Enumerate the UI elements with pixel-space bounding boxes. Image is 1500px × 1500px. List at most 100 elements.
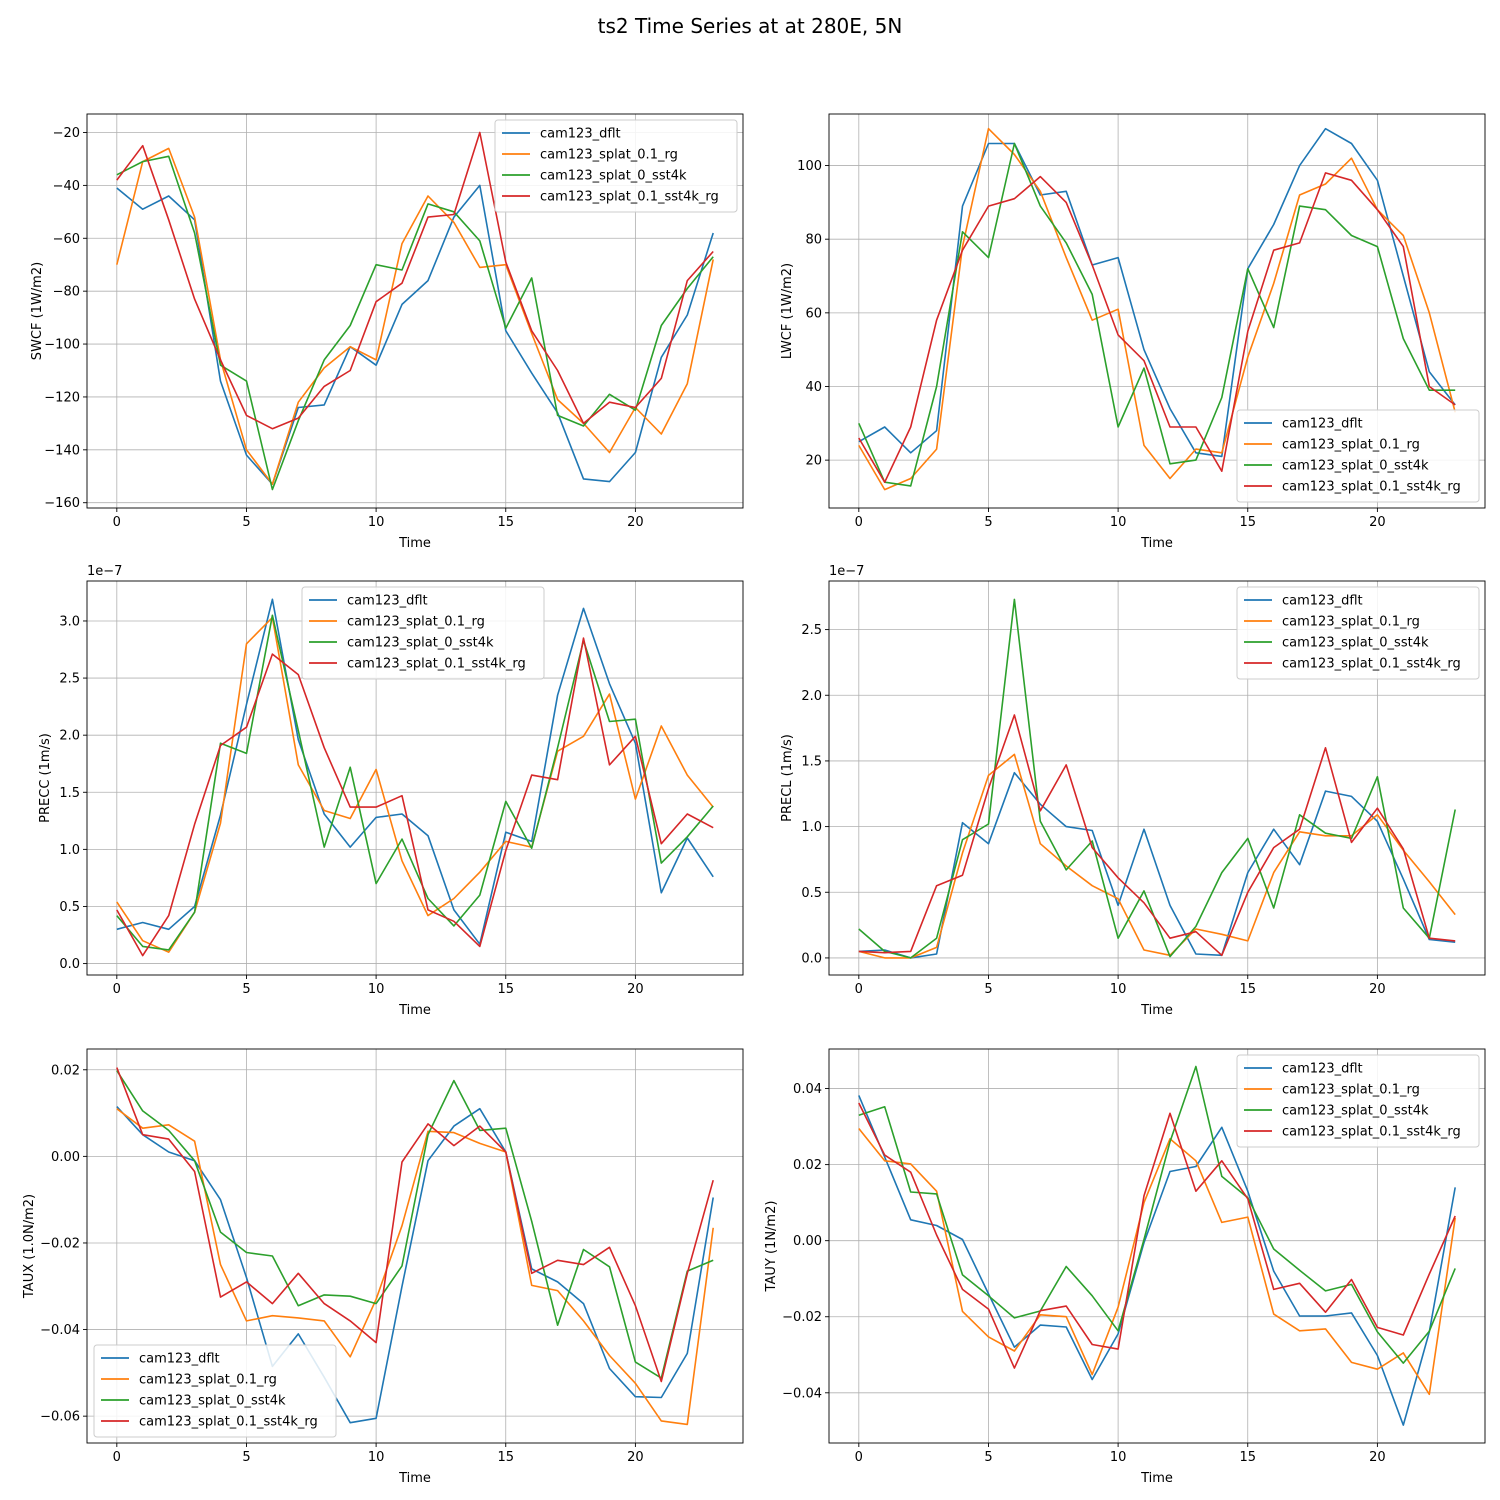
subplot-0: 0 5 10 15 20 −160 −140 −120 −100 −80 −60 −40 −20 Time… <box>30 113 744 551</box>
axes-frame <box>86 1048 744 1444</box>
legend-label: cam123_splat_0.1_rg <box>139 1373 277 1388</box>
y-offset-label: 1e−7 <box>87 564 122 579</box>
y-tick-label: 2.0 <box>59 729 80 744</box>
x-tick-label: 5 <box>984 515 992 530</box>
legend-label: cam123_splat_0.1_sst4k_rg <box>1282 657 1461 672</box>
x-tick-label: 5 <box>242 982 250 997</box>
x-tick-label: 20 <box>627 982 644 997</box>
x-tick-label: 0 <box>855 982 863 997</box>
y-tick-label: 0.02 <box>51 1063 80 1078</box>
x-axis-label: Time <box>1140 536 1173 551</box>
y-tick-label: 20 <box>805 454 822 469</box>
x-tick-label: 20 <box>1369 515 1386 530</box>
x-tick-label: 0 <box>855 515 863 530</box>
x-tick-label: 0 <box>855 1450 863 1465</box>
y-tick-label: 40 <box>805 380 822 395</box>
series-line-cam123_splat_0.1_sst4k_rg <box>116 131 714 430</box>
y-tick-label: −0.04 <box>782 1386 822 1401</box>
legend-label: cam123_splat_0.1_sst4k_rg <box>139 1415 318 1430</box>
x-tick-label: 20 <box>1369 1450 1386 1465</box>
series-line-cam123_splat_0.1_sst4k_rg <box>858 714 1456 957</box>
legend-box <box>301 586 545 680</box>
y-tick-label: 0.5 <box>801 886 822 901</box>
legend-box <box>1236 586 1480 680</box>
subplot-3: 0 5 10 15 20 0.0 0.5 1.0 1.5 2.0 2.5 Time PRECL (1m/… <box>780 564 1486 1018</box>
legend-label: cam123_splat_0_sst4k <box>1282 459 1429 474</box>
series-line-cam123_splat_0.1_rg <box>116 147 714 486</box>
series-line-cam123_splat_0.1_sst4k_rg <box>858 1102 1456 1369</box>
legend-label: cam123_splat_0.1_sst4k_rg <box>1282 1125 1461 1140</box>
series-line-cam123_dflt <box>116 1106 714 1424</box>
y-axis-label: TAUX (1.0N/m2) <box>22 1194 37 1299</box>
legend-box <box>1236 1054 1480 1148</box>
x-tick-label: 10 <box>1110 1450 1127 1465</box>
y-axis-label: TAUY (1N/m2) <box>764 1201 779 1293</box>
x-tick-label: 20 <box>627 515 644 530</box>
series-line-cam123_splat_0.1_rg <box>116 616 714 954</box>
axes-frame <box>828 113 1486 509</box>
series-line-cam123_splat_0_sst4k <box>116 614 714 951</box>
y-tick-label: −120 <box>44 390 80 405</box>
x-tick-label: 10 <box>368 515 385 530</box>
x-tick-label: 0 <box>113 982 121 997</box>
axes-frame <box>828 1048 1486 1444</box>
legend-box <box>93 1344 337 1438</box>
x-tick-label: 15 <box>1239 515 1256 530</box>
legend: cam123_dflt cam123_splat_0.1_rg cam123_spl… <box>1236 409 1480 503</box>
x-tick-label: 15 <box>497 1450 514 1465</box>
legend-box <box>1236 409 1480 503</box>
axes-frame <box>86 113 744 509</box>
series-line-cam123_splat_0_sst4k <box>858 1065 1456 1364</box>
legend-label: cam123_splat_0.1_rg <box>1282 438 1420 453</box>
y-tick-label: 2.5 <box>59 672 80 687</box>
x-tick-label: 0 <box>113 1450 121 1465</box>
series-line-cam123_splat_0.1_sst4k_rg <box>116 637 714 957</box>
y-offset-label: 1e−7 <box>829 564 864 579</box>
x-tick-label: 15 <box>497 982 514 997</box>
y-axis-label: PRECC (1m/s) <box>38 733 53 823</box>
legend-label: cam123_dflt <box>139 1352 220 1367</box>
y-tick-label: −80 <box>53 285 80 300</box>
y-tick-label: 1.5 <box>801 754 822 769</box>
legend: cam123_dflt cam123_splat_0.1_rg cam123_spl… <box>301 586 545 680</box>
legend-label: cam123_splat_0.1_rg <box>1282 615 1420 630</box>
legend-label: cam123_dflt <box>1282 594 1363 609</box>
y-tick-label: 60 <box>805 306 822 321</box>
series-line-cam123_splat_0.1_rg <box>116 1108 714 1426</box>
x-axis-label: Time <box>1140 1003 1173 1018</box>
legend-label: cam123_splat_0.1_rg <box>540 148 678 163</box>
y-tick-label: 0.02 <box>793 1158 822 1173</box>
legend-label: cam123_splat_0_sst4k <box>1282 636 1429 651</box>
series-line-cam123_splat_0.1_rg <box>858 1127 1456 1396</box>
series-line-cam123_dflt <box>116 184 714 486</box>
legend-label: cam123_splat_0.1_sst4k_rg <box>1282 480 1461 495</box>
x-tick-label: 10 <box>368 982 385 997</box>
figure-title: ts2 Time Series at at 280E, 5N <box>597 14 903 38</box>
legend: cam123_dflt cam123_splat_0.1_rg cam123_spl… <box>1236 586 1480 680</box>
y-tick-label: 80 <box>805 233 822 248</box>
axes-frame <box>828 580 1486 976</box>
y-tick-label: −140 <box>44 443 80 458</box>
y-tick-label: 0.0 <box>59 957 80 972</box>
y-tick-label: −0.02 <box>40 1236 80 1251</box>
x-tick-label: 20 <box>627 1450 644 1465</box>
legend-label: cam123_splat_0.1_sst4k_rg <box>347 657 526 672</box>
legend-label: cam123_splat_0_sst4k <box>139 1394 286 1409</box>
x-tick-label: 15 <box>1239 1450 1256 1465</box>
x-tick-label: 10 <box>368 1450 385 1465</box>
legend-label: cam123_splat_0.1_rg <box>1282 1083 1420 1098</box>
y-axis-label: LWCF (1W/m2) <box>780 263 795 359</box>
subplot-2: 0 5 10 15 20 0.0 0.5 1.0 1.5 2.0 2.5 3.0 Time PRECC (… <box>38 564 744 1018</box>
y-tick-label: 100 <box>797 159 822 174</box>
y-tick-label: 3.0 <box>59 614 80 629</box>
x-tick-label: 5 <box>984 1450 992 1465</box>
legend: cam123_dflt cam123_splat_0.1_rg cam123_spl… <box>93 1344 337 1438</box>
y-tick-label: 2.0 <box>801 689 822 704</box>
y-tick-label: −0.04 <box>40 1323 80 1338</box>
legend-label: cam123_splat_0_sst4k <box>1282 1104 1429 1119</box>
y-tick-label: −20 <box>53 126 80 141</box>
series-line-cam123_splat_0_sst4k <box>858 598 1456 959</box>
x-tick-label: 20 <box>1369 982 1386 997</box>
x-axis-label: Time <box>1140 1471 1173 1486</box>
axes-frame <box>86 580 744 976</box>
